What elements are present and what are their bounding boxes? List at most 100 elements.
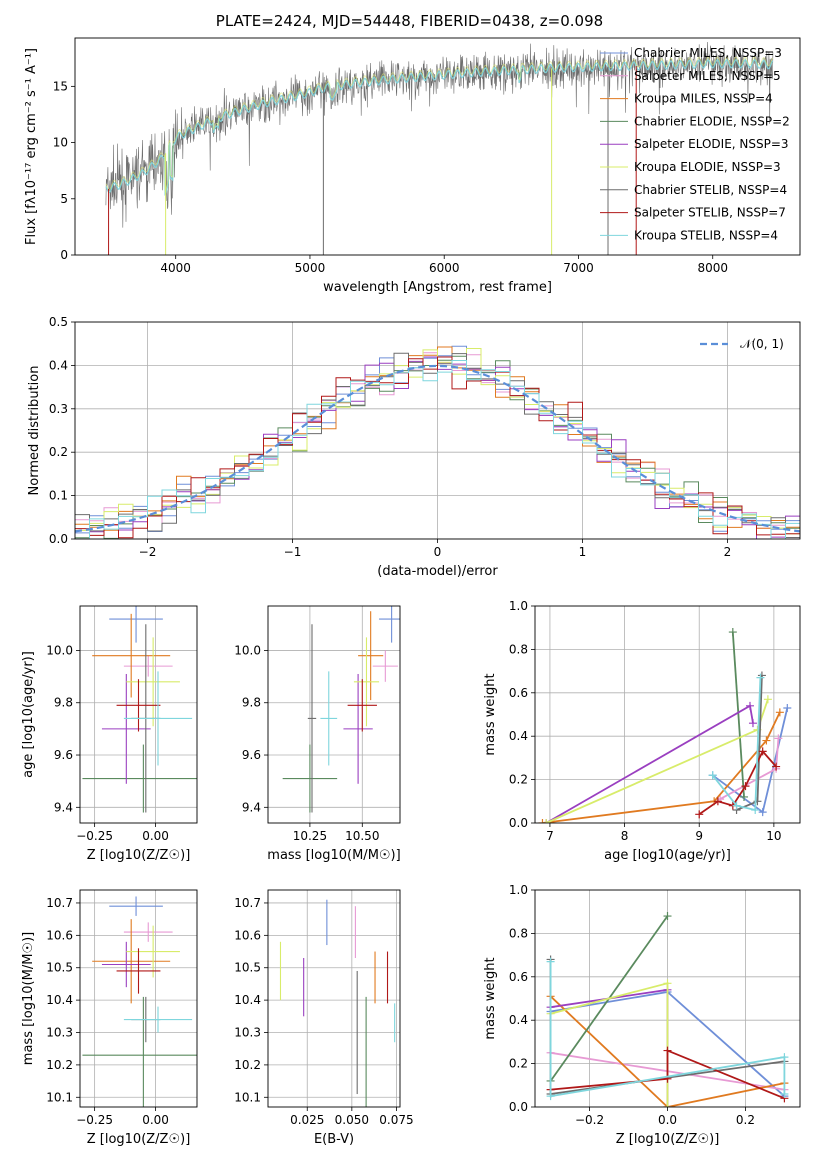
y-tick-label: 10.0	[46, 643, 73, 657]
plot-area	[268, 606, 400, 823]
y-tick-label: 0.6	[509, 686, 528, 700]
chart-weight-vs-Z: −0.2 0.0 0.2 0.0 0.2 0.4 0.6 0.8 1.0 Z [log10(Z/Z…	[483, 883, 801, 1147]
y-tick-label: 0.8	[509, 642, 528, 656]
weight-marker	[538, 819, 547, 823]
weight-line	[549, 961, 786, 1098]
x-tick-label: 7	[546, 829, 554, 843]
y-tick-label: 10.6	[234, 928, 261, 942]
y-tick-label: 10.7	[234, 896, 261, 910]
x-tick-label: 10.25	[293, 829, 327, 843]
errorbar-chabrier-stelib	[307, 624, 317, 813]
chart-weight-vs-age: 7 8 9 10 0.0 0.2 0.4 0.6 0.8 1.0 age [log10(age/yr…	[483, 599, 801, 863]
x-tick-label: −1	[284, 545, 302, 559]
y-tick-label: 5	[60, 192, 68, 206]
y-tick-label: 0.2	[49, 445, 68, 459]
y-axis-label: age [log10(age/yr)]	[21, 651, 36, 778]
weight-marker	[757, 671, 766, 680]
x-tick-label: 0.025	[290, 1113, 324, 1127]
x-axis-label: wavelength [Angstrom, rest frame]	[323, 280, 552, 295]
x-tick-label: 7000	[563, 261, 594, 275]
legend-label: Kroupa MILES, NSSP=4	[634, 92, 773, 106]
plot-area	[268, 890, 400, 1107]
errorbar-kroupa-stelib	[123, 671, 193, 766]
errorbar-chabrier-elodie	[282, 744, 338, 813]
x-tick-label: −0.25	[76, 1113, 113, 1127]
plot-area	[80, 606, 197, 823]
histogram-salpeter-stelib	[75, 356, 800, 539]
weight-line	[711, 677, 762, 812]
weight-series-kroupa-stelib	[708, 673, 765, 814]
weight-marker	[542, 819, 551, 823]
x-tick-label: 8	[621, 829, 629, 843]
weight-series-kroupa-stelib	[546, 957, 789, 1101]
y-tick-label: 9.6	[242, 748, 261, 762]
errorbar-chabrier-miles	[379, 606, 400, 643]
errorbar-chabrier-miles	[109, 896, 163, 916]
weight-line	[549, 995, 785, 1107]
chart-spectrum: 4000 5000 6000 7000 8000 0 5 10 15 wavelength [An…	[24, 37, 801, 295]
y-tick-label: 0.8	[509, 926, 528, 940]
x-tick-label: 1	[579, 545, 587, 559]
chart-age-vs-Z: −0.25 0.00 9.4 9.6 9.8 10.0 Z [log10(Z/Z☉)] age…	[21, 605, 198, 863]
weight-marker	[780, 1089, 789, 1098]
x-tick-label: 0	[434, 545, 442, 559]
x-axis-label: Z [log10(Z/Z☉)]	[87, 848, 191, 863]
errorbar-kroupa-miles	[358, 611, 384, 701]
y-tick-label: 9.6	[54, 748, 73, 762]
axes-frame	[534, 605, 801, 824]
x-tick-label: 0.00	[142, 1113, 169, 1127]
x-tick-label: 0.0	[658, 1113, 677, 1127]
weight-line	[698, 749, 777, 816]
x-axis-label: mass [log10(M/M☉)]	[267, 848, 400, 863]
weight-series-kroupa-elodie	[542, 695, 772, 823]
x-tick-label: 4000	[160, 261, 191, 275]
weight-marker	[741, 782, 750, 791]
x-tick-label: 10	[766, 829, 781, 843]
y-tick-label: 0.3	[49, 402, 68, 416]
weight-marker	[546, 957, 555, 966]
x-axis-label: E(B-V)	[314, 1132, 354, 1147]
y-axis-label: Flux [fλ10⁻¹⁷ erg cm⁻² s⁻¹ A⁻¹]	[24, 48, 39, 245]
y-tick-label: 9.8	[242, 696, 261, 710]
y-tick-label: 1.0	[509, 599, 528, 613]
weight-marker	[728, 628, 737, 637]
weight-marker	[783, 703, 792, 712]
axes-frame	[267, 889, 401, 1108]
weight-marker	[740, 792, 749, 801]
legend-label: 𝒩(0, 1)	[740, 337, 784, 351]
weight-marker	[663, 979, 672, 988]
weight-series-chabrier-elodie	[728, 628, 749, 801]
histogram-kroupa-stelib	[75, 360, 800, 539]
y-tick-label: 1.0	[509, 883, 528, 897]
y-tick-label: 10.6	[46, 928, 73, 942]
y-tick-label: 10.1	[234, 1090, 261, 1104]
legend-label: Kroupa STELIB, NSSP=4	[634, 228, 778, 242]
y-tick-label: 9.4	[54, 800, 73, 814]
x-tick-label: 0.075	[379, 1113, 413, 1127]
weight-marker	[663, 912, 672, 921]
x-tick-label: 0.00	[142, 829, 169, 843]
legend-label: Salpeter STELIB, NSSP=7	[634, 206, 786, 220]
plot-area	[80, 890, 197, 1107]
weight-marker	[751, 805, 760, 814]
normal-curve	[75, 364, 800, 533]
errorbar-kroupa-elodie	[126, 637, 180, 727]
weight-marker	[762, 736, 771, 745]
weight-series-salpeter-stelib	[695, 747, 781, 819]
spectrum-model-line	[105, 56, 774, 193]
x-axis-label: age [log10(age/yr)]	[604, 848, 731, 863]
errorbar-salpeter-elodie	[101, 941, 151, 988]
weight-marker	[774, 734, 783, 743]
weight-line	[550, 1049, 785, 1100]
y-tick-label: 0.0	[49, 532, 68, 546]
y-tick-label: 10.3	[46, 1026, 73, 1040]
x-tick-label: 9	[695, 829, 703, 843]
x-tick-label: 5000	[295, 261, 326, 275]
y-tick-label: 0.4	[49, 358, 68, 372]
errorbar-salpeter-miles	[372, 650, 398, 682]
weight-line	[542, 711, 781, 823]
axes-frame	[79, 605, 198, 824]
chart-residuals: −2 −1 0 1 2 0.0 0.1 0.2 0.3 0.4 0.5 (data-model)/er…	[27, 315, 801, 579]
legend-label: Salpeter MILES, NSSP=5	[634, 69, 781, 83]
